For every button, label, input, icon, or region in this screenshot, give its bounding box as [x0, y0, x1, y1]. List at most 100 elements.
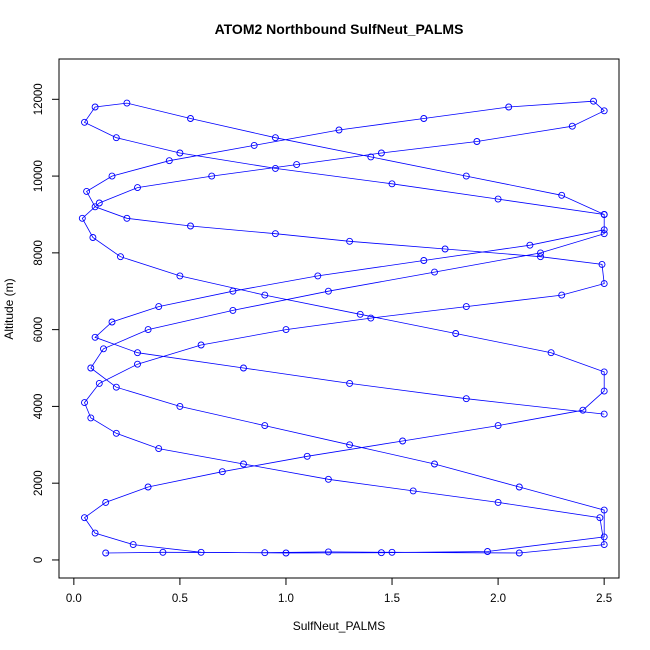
data-point: [598, 260, 606, 268]
x-tick-label: 2.5: [596, 593, 612, 605]
data-point: [494, 498, 502, 506]
data-point: [81, 118, 88, 126]
data-point: [261, 422, 269, 430]
data-point: [324, 475, 332, 483]
data-point: [367, 314, 375, 322]
data-point: [462, 172, 470, 180]
chart-title: ATOM2 Northbound SulfNeut_PALMS: [215, 21, 464, 37]
plot-area: [78, 97, 608, 557]
data-point: [271, 134, 279, 142]
data-point: [129, 541, 137, 549]
data-point: [218, 468, 226, 476]
data-point: [144, 326, 152, 334]
y-tick-label: 4000: [33, 394, 45, 420]
data-point: [240, 364, 247, 372]
data-point: [484, 548, 491, 555]
data-point: [229, 287, 237, 295]
data-point: [271, 164, 279, 172]
data-point: [102, 498, 110, 506]
data-point: [600, 541, 608, 549]
data-point: [409, 487, 417, 495]
data-point: [155, 303, 163, 311]
data-point: [159, 548, 167, 556]
data-point: [187, 222, 194, 230]
data-point: [377, 149, 385, 157]
data-point: [91, 203, 99, 211]
data-point: [515, 549, 523, 557]
data-point: [346, 379, 354, 387]
data-point: [95, 199, 103, 207]
data-point: [558, 291, 566, 299]
data-point: [431, 268, 438, 276]
data-point: [600, 368, 608, 376]
data-point: [547, 349, 555, 357]
data-point: [431, 460, 438, 468]
data-point: [346, 237, 354, 245]
x-tick-label: 0.0: [66, 593, 82, 605]
y-tick-label: 2000: [33, 470, 45, 496]
data-point: [367, 153, 375, 161]
data-point: [293, 161, 301, 169]
data-point: [81, 514, 88, 522]
data-point: [505, 103, 513, 111]
series-line: [81, 100, 605, 554]
data-point: [95, 379, 103, 387]
data-point: [134, 360, 141, 368]
data-point: [600, 226, 608, 234]
data-point: [100, 345, 107, 353]
x-tick-label: 2.0: [490, 593, 506, 605]
y-tick-label: 6000: [33, 317, 45, 343]
y-tick-label: 12000: [33, 83, 45, 115]
data-point: [78, 214, 86, 222]
data-point: [388, 180, 396, 188]
data-point: [568, 122, 576, 130]
data-point: [441, 245, 449, 253]
data-point: [399, 437, 407, 445]
data-point: [473, 138, 481, 145]
data-point: [420, 115, 428, 122]
data-point: [83, 187, 91, 195]
data-point: [462, 395, 470, 403]
data-point: [335, 126, 343, 134]
data-point: [87, 364, 95, 372]
plot-frame: [58, 58, 620, 579]
data-point: [91, 529, 99, 537]
x-axis: 0.0 0.5 1.0 1.5 2.0 2.5: [66, 577, 612, 605]
data-point: [600, 410, 608, 418]
y-tick-label: 0: [33, 557, 45, 563]
data-point: [600, 533, 608, 541]
x-axis-label: SulfNeut_PALMS: [293, 619, 386, 633]
data-point: [282, 549, 290, 557]
data-point: [87, 414, 95, 422]
data-point: [526, 241, 534, 249]
x-tick-label: 0.5: [172, 593, 188, 605]
data-point: [134, 349, 141, 357]
data-point: [112, 429, 120, 437]
data-point: [356, 310, 364, 318]
data-point: [261, 549, 269, 557]
data-point: [91, 103, 99, 111]
data-point: [537, 249, 544, 257]
data-point: [117, 253, 124, 261]
y-axis-label: Altitude (m): [2, 278, 16, 339]
data-point: [579, 406, 587, 414]
data-point: [208, 172, 216, 180]
data-point: [250, 141, 258, 149]
data-point: [108, 318, 116, 326]
data-point: [165, 157, 173, 165]
data-point: [176, 402, 184, 410]
data-point: [187, 115, 194, 122]
data-point: [596, 514, 604, 522]
data-point: [303, 452, 311, 460]
data-point: [462, 303, 470, 311]
data-point: [494, 422, 502, 430]
data-point: [515, 483, 523, 491]
data-point: [494, 195, 502, 203]
data-point: [420, 257, 428, 264]
y-tick-label: 10000: [33, 160, 45, 192]
data-point: [123, 99, 131, 107]
data-point: [600, 230, 608, 238]
data-point: [102, 549, 110, 557]
data-point: [123, 214, 131, 222]
